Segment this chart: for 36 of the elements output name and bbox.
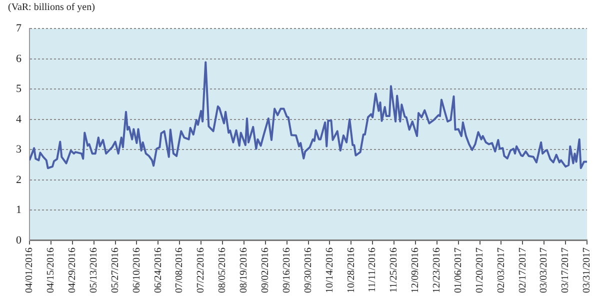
x-tick-label: 04/01/2016 — [24, 247, 36, 294]
x-tick-label: 10/14/2016 — [324, 247, 336, 294]
x-tick-label: 01/20/2017 — [474, 247, 486, 294]
x-tick-label: 05/27/2016 — [110, 247, 121, 294]
x-tick-label: 03/03/2017 — [538, 247, 550, 294]
x-tick-label: 08/05/2016 — [217, 247, 228, 294]
y-tick-label: 2 — [16, 174, 22, 186]
x-tick-label: 12/09/2016 — [410, 247, 422, 294]
x-tick-label: 08/19/2016 — [238, 247, 250, 294]
x-tick-label: 06/10/2016 — [131, 247, 142, 294]
x-tick-label: 12/23/2016 — [432, 247, 443, 294]
y-axis-title: (VaR: billions of yen) — [8, 2, 96, 14]
x-tick-label: 04/29/2016 — [67, 247, 78, 294]
x-tick-label: 07/08/2016 — [174, 247, 186, 294]
x-tick-label: 06/24/2016 — [152, 247, 164, 294]
x-tick-label: 10/28/2016 — [346, 247, 357, 294]
y-tick-label: 4 — [16, 113, 22, 126]
x-tick-label: 09/16/2016 — [281, 247, 292, 294]
x-tick-label: 09/30/2016 — [302, 247, 314, 294]
y-tick-label: 5 — [16, 83, 22, 96]
y-tick-label: 3 — [16, 144, 22, 156]
x-tick-label: 11/25/2016 — [388, 247, 400, 293]
x-tick-label: 11/11/2016 — [367, 247, 378, 292]
x-tick-label: 02/03/2017 — [496, 247, 507, 294]
x-tick-label: 03/17/2017 — [560, 247, 572, 294]
x-tick-label: 01/06/2017 — [452, 247, 464, 294]
x-tick-label: 03/31/2017 — [582, 247, 593, 294]
x-tick-label: 07/22/2016 — [196, 247, 207, 294]
x-tick-label: 05/13/2016 — [88, 247, 100, 294]
y-tick-label: 6 — [16, 52, 22, 65]
y-tick-label: 1 — [16, 204, 22, 216]
x-tick-label: 04/15/2016 — [46, 247, 57, 294]
y-tick-label: 7 — [16, 22, 22, 34]
y-tick-label: 0 — [16, 234, 22, 246]
x-tick-label: 09/02/2016 — [260, 247, 271, 294]
x-tick-label: 02/17/2017 — [517, 247, 528, 294]
